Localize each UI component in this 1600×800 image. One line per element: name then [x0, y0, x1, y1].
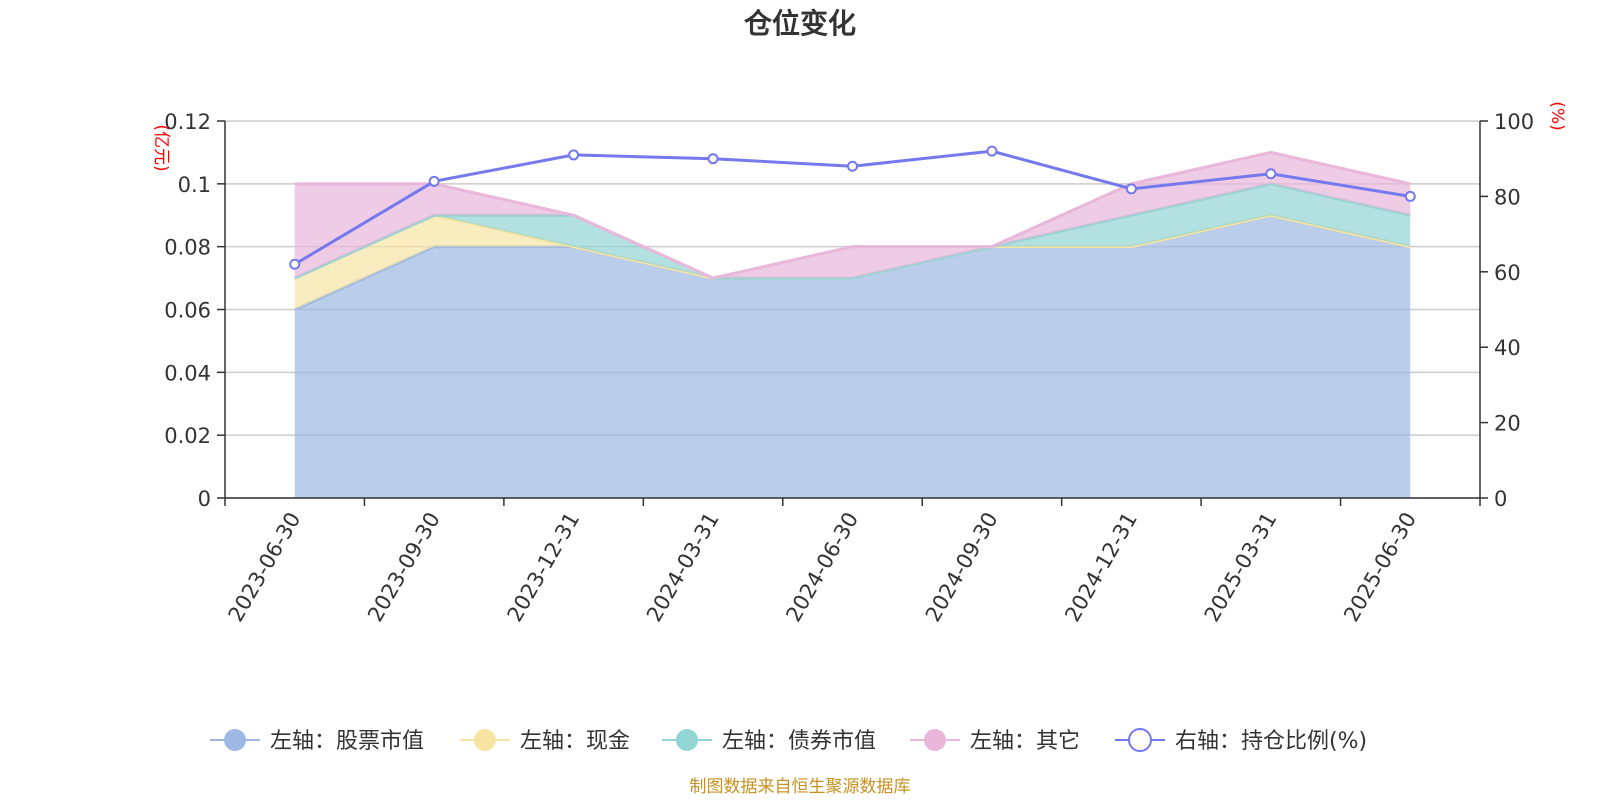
area-0: [294, 215, 1411, 498]
x-tick-label: 2025-06-30: [1339, 508, 1421, 626]
ratio-point: [289, 258, 301, 270]
legend-marker-icon: [676, 729, 698, 751]
legend-item-3[interactable]: 左轴：其它: [910, 729, 1080, 754]
legend-label: 右轴：持仓比例(%): [1175, 729, 1367, 754]
area-edge-3: [294, 150, 1411, 280]
legend-marker-icon: [924, 729, 946, 751]
legend-marker-icon: [224, 729, 246, 751]
x-tick-label: 2025-03-31: [1200, 508, 1282, 626]
x-tick-label: 2024-06-30: [781, 508, 863, 626]
right-tick-label: 100: [1494, 110, 1534, 134]
legend-label: 左轴：股票市值: [270, 729, 424, 754]
ratio-point: [986, 145, 998, 157]
line-layer: [289, 145, 1416, 270]
legend-label: 左轴：其它: [970, 729, 1080, 754]
chart-title: 仓位变化: [744, 7, 856, 40]
x-tick-label: 2024-03-31: [642, 508, 724, 626]
data-source-note: 制图数据来自恒生聚源数据库: [690, 777, 911, 797]
legend-item-0[interactable]: 左轴：股票市值: [210, 729, 424, 754]
left-tick-label: 0.08: [164, 236, 211, 260]
legend-marker-icon: [1128, 728, 1152, 752]
left-tick-label: 0.04: [164, 361, 211, 385]
right-tick-label: 40: [1494, 336, 1521, 360]
left-tick-label: 0.06: [164, 299, 211, 323]
area-2: [294, 183, 1411, 279]
x-tick-label: 2024-12-31: [1060, 508, 1142, 626]
ratio-point: [568, 149, 580, 161]
legend-item-1[interactable]: 左轴：现金: [460, 729, 630, 754]
left-tick-label: 0: [198, 487, 211, 511]
right-tick-label: 60: [1494, 261, 1521, 285]
left-tick-label: 0.12: [164, 110, 211, 134]
legend-item-4[interactable]: 右轴：持仓比例(%): [1115, 728, 1367, 754]
ratio-point: [1404, 190, 1416, 202]
right-axis-unit: (%): [1547, 101, 1567, 130]
area-layer: [294, 150, 1411, 498]
left-tick-label: 0.02: [164, 424, 211, 448]
left-tick-label: 0.1: [178, 173, 211, 197]
ratio-point: [1125, 183, 1137, 195]
right-tick-label: 20: [1494, 412, 1521, 436]
ratio-point: [1265, 168, 1277, 180]
right-tick-label: 0: [1494, 487, 1507, 511]
x-tick-label: 2023-09-30: [363, 508, 445, 626]
ratio-point: [707, 153, 719, 165]
legend-marker-icon: [474, 729, 496, 751]
legend[interactable]: 左轴：股票市值 左轴：现金 左轴：债券市值 左轴：其它 右轴：持仓比例(%): [210, 728, 1367, 754]
ratio-point: [847, 160, 858, 172]
legend-label: 左轴：债券市值: [722, 729, 876, 754]
x-tick-label: 2023-12-31: [502, 508, 584, 626]
ratio-point: [428, 175, 440, 187]
left-axis-unit: (亿元): [151, 124, 171, 171]
x-tick-label: 2023-06-30: [224, 508, 306, 626]
x-tick-label: 2024-09-30: [921, 508, 1003, 626]
legend-label: 左轴：现金: [520, 729, 630, 754]
legend-item-2[interactable]: 左轴：债券市值: [662, 729, 876, 754]
right-tick-label: 80: [1494, 185, 1521, 209]
